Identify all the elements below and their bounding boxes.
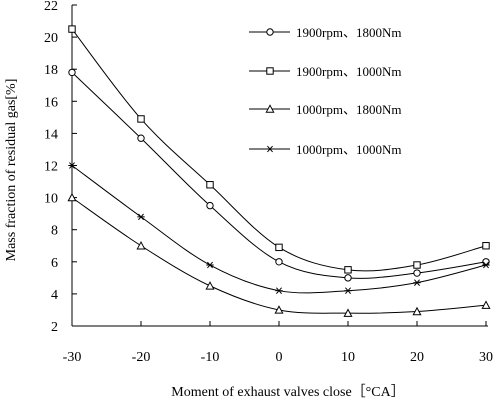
y-tick-label: 14: [44, 127, 58, 142]
circle-marker: [275, 258, 283, 266]
series-asterisk: [68, 162, 490, 294]
triangle-marker: [481, 300, 491, 309]
y-tick-label: 18: [44, 63, 58, 78]
circle-marker: [137, 134, 145, 142]
legend-item: 1900rpm、1000Nm: [249, 64, 401, 79]
legend-item: 1900rpm、1800Nm: [249, 25, 401, 40]
legend: 1900rpm、1800Nm 1900rpm、1000Nm 1000rpm、1800…: [249, 25, 401, 157]
circle-marker: [266, 28, 274, 36]
circle-marker: [344, 274, 352, 282]
y-tick-label: 22: [44, 0, 58, 14]
legend-label: 1900rpm、1800Nm: [296, 25, 401, 40]
square-marker: [206, 181, 214, 189]
x-tick-label: 0: [276, 350, 283, 365]
x-tick-label: 30: [479, 350, 493, 365]
y-tick-label: 2: [51, 320, 58, 335]
y-tick-label: 16: [44, 95, 58, 110]
y-tick-label: 6: [51, 256, 58, 271]
square-marker: [137, 115, 145, 123]
x-tick-label: -10: [201, 350, 220, 365]
triangle-marker: [274, 305, 284, 314]
asterisk-marker: [137, 213, 145, 221]
y-tick-label: 4: [51, 288, 58, 303]
asterisk-marker: [482, 261, 490, 269]
square-marker: [413, 261, 421, 269]
asterisk-marker: [344, 287, 352, 294]
square-marker: [344, 266, 352, 274]
y-tick-label: 10: [44, 192, 58, 207]
legend-label: 1000rpm、1000Nm: [296, 142, 401, 157]
x-axis-title: Moment of exhaust valves close［°CA］: [171, 384, 404, 400]
asterisk-marker: [206, 261, 214, 269]
triangle-marker: [136, 240, 146, 250]
legend-item: 1000rpm、1800Nm: [249, 102, 401, 117]
series-circle: [68, 68, 490, 282]
series-square: [68, 25, 490, 274]
x-ticks: -30 -20 -10 0 10 20 30: [63, 321, 493, 365]
circle-marker: [68, 68, 76, 77]
circle-marker: [413, 269, 421, 277]
series-line: [71, 165, 487, 294]
y-ticks: 2 4 6 8 10 12 14 16 18 20 22: [44, 0, 77, 335]
series-triangle: [67, 192, 491, 317]
x-tick-label: 20: [410, 350, 424, 365]
legend-item: 1000rpm、1000Nm: [249, 142, 401, 157]
y-axis-title: Mass fraction of residual gas[%]: [4, 79, 19, 262]
asterisk-marker: [275, 287, 283, 294]
triangle-marker: [265, 104, 275, 113]
asterisk-marker: [413, 279, 421, 286]
legend-label: 1900rpm、1000Nm: [296, 64, 401, 79]
series-line: [71, 197, 487, 314]
x-tick-label: -30: [63, 350, 82, 365]
circle-marker: [206, 201, 214, 210]
triangle-marker: [205, 281, 215, 290]
axes: [71, 5, 488, 327]
square-marker: [266, 67, 274, 75]
asterisk-marker: [266, 145, 274, 153]
triangle-marker: [343, 308, 353, 317]
triangle-marker: [67, 192, 77, 202]
triangle-marker: [412, 306, 422, 316]
y-tick-label: 8: [51, 224, 58, 239]
x-tick-label: 10: [341, 350, 355, 365]
series-line: [71, 28, 487, 272]
asterisk-marker: [68, 162, 76, 169]
y-tick-label: 12: [44, 160, 58, 175]
square-marker: [482, 242, 490, 250]
y-tick-label: 20: [44, 31, 58, 46]
square-marker: [275, 243, 283, 252]
square-marker: [68, 25, 76, 33]
legend-label: 1000rpm、1800Nm: [296, 102, 401, 117]
x-tick-label: -20: [132, 350, 151, 365]
series-layer: [67, 25, 491, 317]
